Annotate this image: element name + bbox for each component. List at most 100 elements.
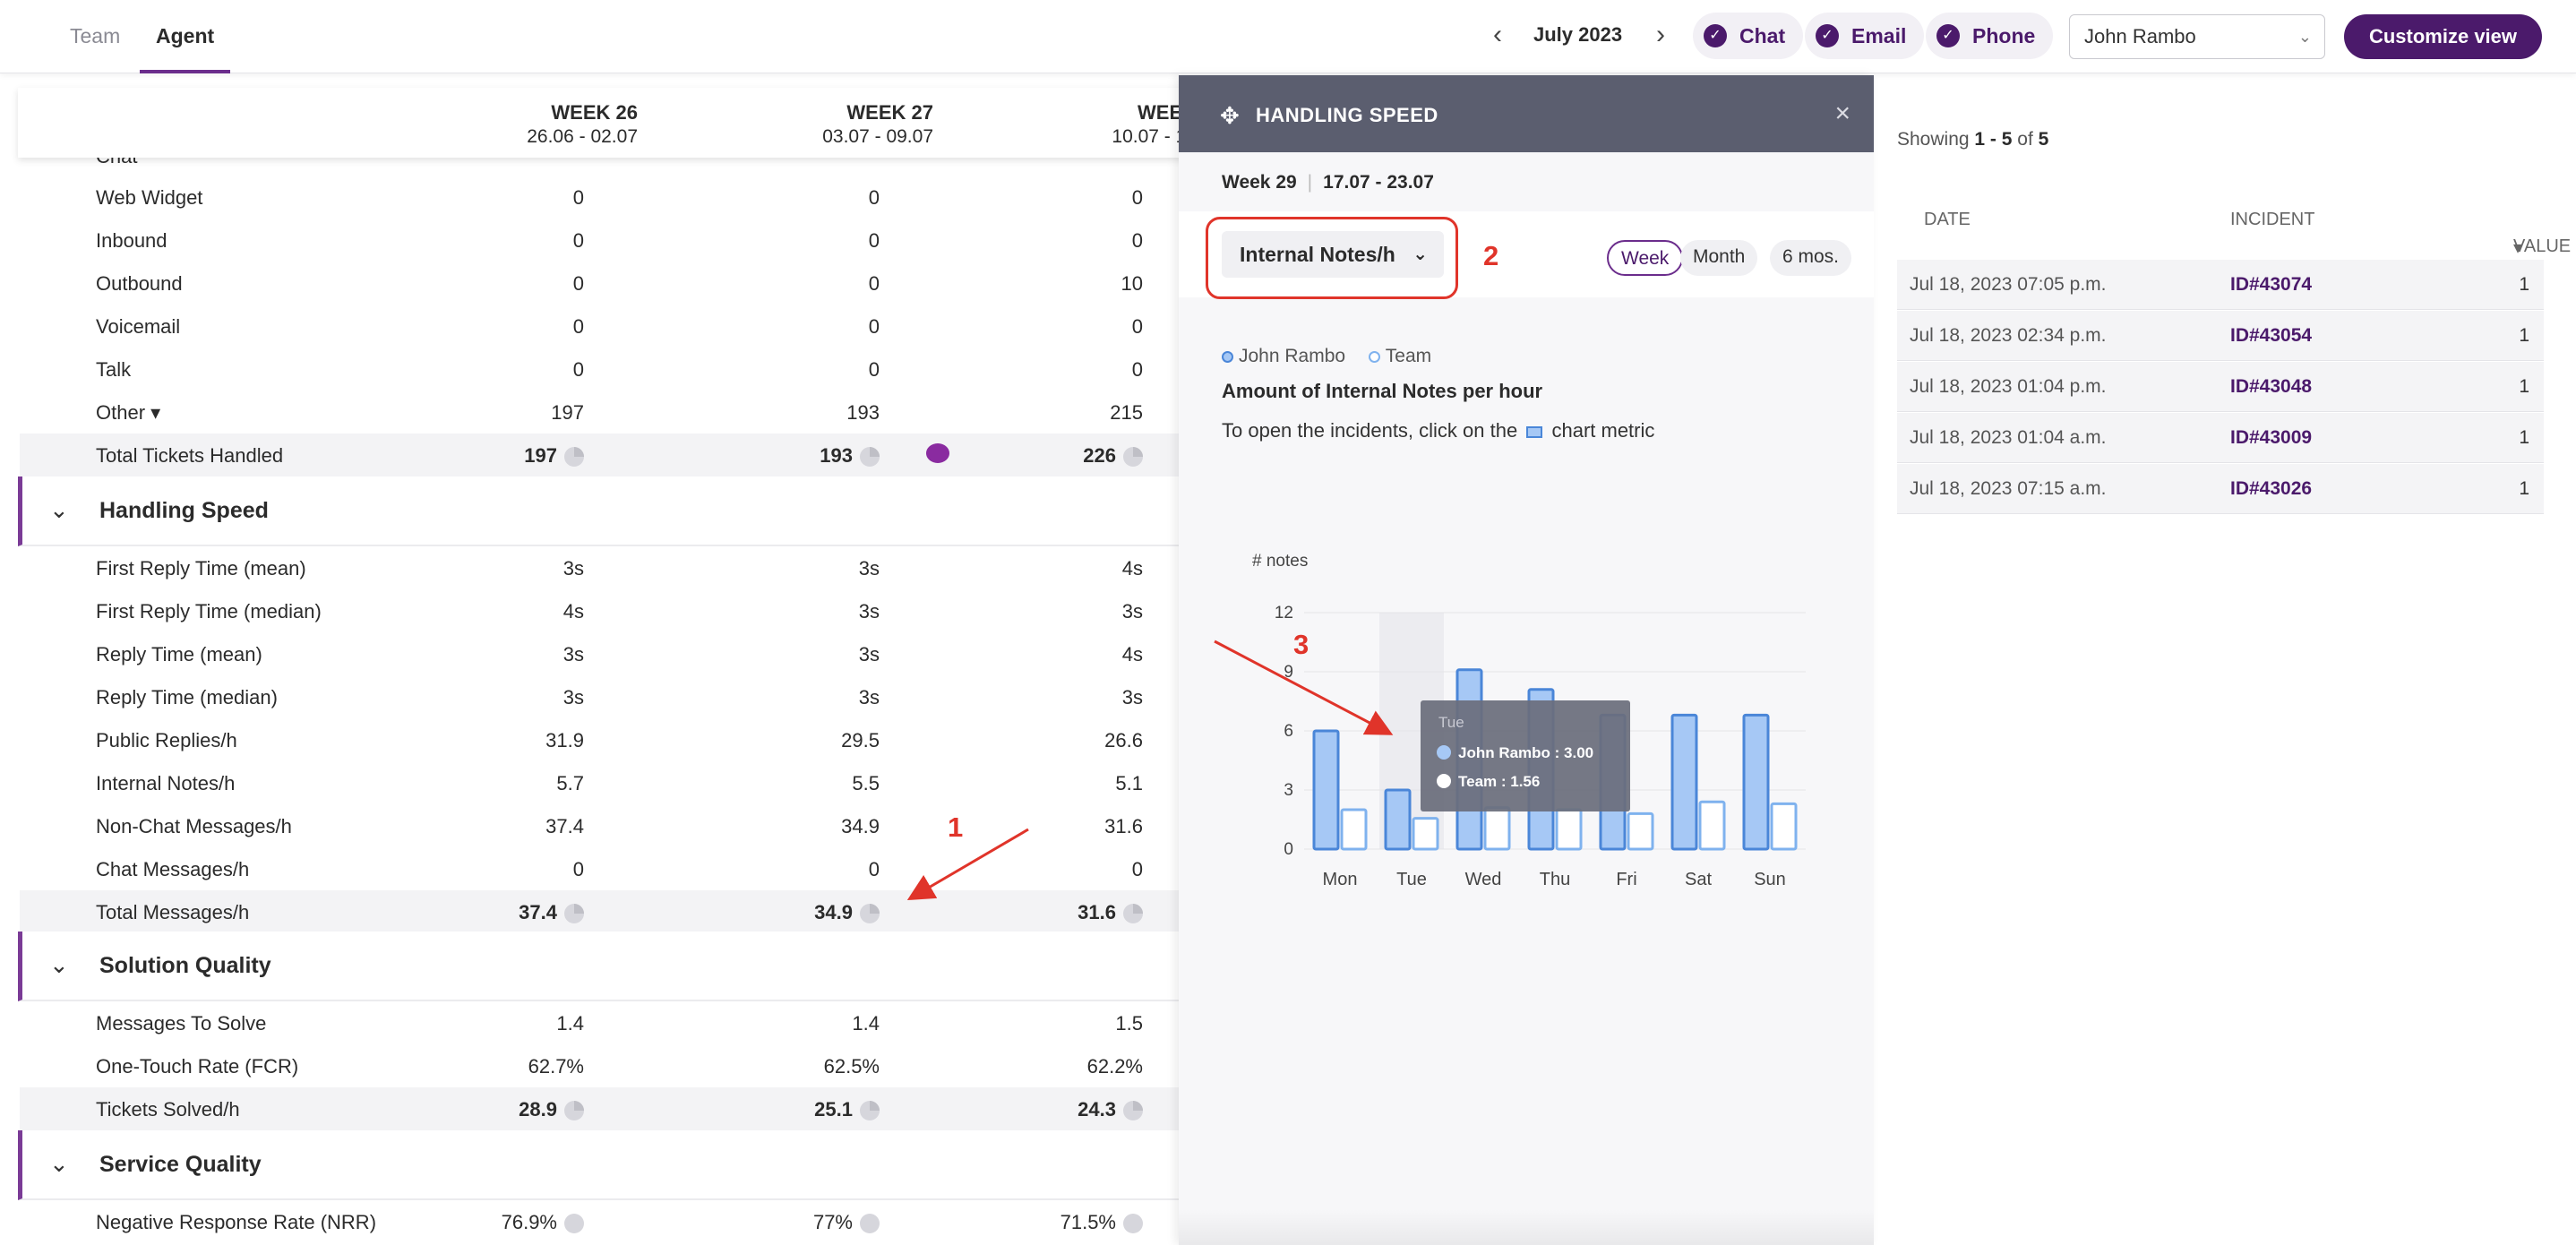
week-col-26[interactable]: WEEK 26 26.06 - 02.07 bbox=[405, 101, 638, 148]
bar-john-rambo[interactable] bbox=[1312, 729, 1340, 851]
next-month-icon[interactable]: › bbox=[1656, 20, 1665, 49]
table-cell: 3s bbox=[858, 557, 880, 580]
panel-title: HANDLING SPEED bbox=[1256, 104, 1438, 126]
channel-phone-toggle[interactable]: ✓ Phone bbox=[1926, 13, 2054, 59]
row-label: Total Messages/h bbox=[96, 901, 250, 923]
channel-label: Email bbox=[1851, 23, 1907, 47]
table-cell: 3s bbox=[1121, 686, 1143, 708]
pie-chart-icon[interactable] bbox=[860, 447, 880, 468]
table-row: Reply Time (mean) 3s 3s 4s bbox=[20, 632, 1184, 675]
prev-month-icon[interactable]: ‹ bbox=[1493, 20, 1502, 49]
pie-chart-icon[interactable] bbox=[1123, 447, 1143, 468]
week-col-28[interactable]: WEEK 10.07 - 16 bbox=[964, 101, 1197, 148]
section-handling-speed[interactable]: ⌄ Handling Speed bbox=[18, 477, 1209, 546]
pie-chart-icon[interactable] bbox=[564, 447, 584, 468]
section-title: Solution Quality bbox=[99, 953, 271, 978]
chevron-down-icon[interactable]: ⌄ bbox=[49, 951, 69, 978]
week-name: WEEK 26 bbox=[551, 101, 638, 124]
channel-chat-toggle[interactable]: ✓ Chat bbox=[1693, 13, 1804, 59]
channel-email-toggle[interactable]: ✓ Email bbox=[1805, 13, 1925, 59]
row-label: Talk bbox=[96, 358, 132, 381]
incident-row[interactable]: Jul 18, 2023 07:05 p.m. ID#43074 1 bbox=[1897, 260, 2544, 310]
customize-view-button[interactable]: Customize view bbox=[2344, 14, 2542, 59]
section-title: Service Quality bbox=[99, 1152, 262, 1177]
close-icon[interactable]: × bbox=[1834, 99, 1850, 128]
table-row: Chat Messages/h 0 0 0 bbox=[20, 847, 1184, 890]
incident-id-link[interactable]: ID#43026 bbox=[2230, 478, 2313, 499]
metric-select[interactable]: Internal Notes/h ⌄ bbox=[1222, 231, 1444, 278]
week-col-27[interactable]: WEEK 27 03.07 - 09.07 bbox=[700, 101, 933, 148]
incident-row[interactable]: Jul 18, 2023 01:04 a.m. ID#43009 1 bbox=[1897, 413, 2544, 463]
cell-total-w27: 193 bbox=[700, 444, 880, 468]
top-bar: Team Agent ‹ July 2023 › ✓ Chat ✓ Email … bbox=[0, 0, 2576, 73]
section-title: Handling Speed bbox=[99, 498, 269, 523]
tab-agent[interactable]: Agent bbox=[140, 0, 231, 73]
x-tick-label: Fri bbox=[1616, 870, 1636, 889]
table-cell: 31.9 bbox=[545, 729, 584, 751]
sort-desc-icon[interactable]: ▾ bbox=[2513, 238, 2523, 258]
incident-row[interactable]: Jul 18, 2023 07:15 a.m. ID#43026 1 bbox=[1897, 464, 2544, 514]
agent-select[interactable]: John Rambo ⌄ bbox=[2069, 14, 2325, 59]
period-week[interactable]: Week bbox=[1607, 240, 1684, 276]
chevron-down-icon[interactable]: ⌄ bbox=[49, 1150, 69, 1177]
incident-row[interactable]: Jul 18, 2023 01:04 p.m. ID#43048 1 bbox=[1897, 362, 2544, 412]
tab-team[interactable]: Team bbox=[70, 24, 121, 47]
section-solution-quality[interactable]: ⌄ Solution Quality bbox=[18, 932, 1209, 1001]
bar-team[interactable] bbox=[1770, 802, 1798, 851]
week-name: WEEK 27 bbox=[846, 101, 933, 124]
period-6mos[interactable]: 6 mos. bbox=[1770, 240, 1852, 276]
section-service-quality[interactable]: ⌄ Service Quality bbox=[18, 1130, 1209, 1200]
cell-total-w26: 197 bbox=[405, 444, 584, 468]
incident-id-link[interactable]: ID#43009 bbox=[2230, 427, 2313, 448]
panel-header[interactable]: ✥ HANDLING SPEED × bbox=[1179, 75, 1874, 152]
incident-id-link[interactable]: ID#43074 bbox=[2230, 274, 2313, 295]
tooltip-john: John Rambo : 3.00 bbox=[1458, 744, 1593, 761]
bar-team[interactable] bbox=[1698, 800, 1726, 851]
cell-total-w27: 34.9 bbox=[700, 901, 880, 924]
row-label: Chat Messages/h bbox=[96, 858, 250, 880]
move-icon[interactable]: ✥ bbox=[1220, 102, 1240, 129]
comment-icon[interactable] bbox=[926, 443, 949, 463]
table-cell: 3s bbox=[858, 643, 880, 665]
table-row: Negative Response Rate (NRR) 76.9% 77% 7… bbox=[20, 1200, 1184, 1243]
panel-filter-bar: Internal Notes/h ⌄ Week Month 6 mos. bbox=[1179, 211, 1874, 299]
table-cell: 5.5 bbox=[852, 772, 880, 794]
status-dot-icon bbox=[860, 1214, 880, 1234]
pie-chart-icon[interactable] bbox=[1123, 1101, 1143, 1121]
bar-john-rambo[interactable] bbox=[1670, 713, 1698, 851]
row-label: One-Touch Rate (FCR) bbox=[96, 1055, 299, 1078]
period-month[interactable]: Month bbox=[1680, 240, 1758, 276]
cell-total-w28: 31.6 bbox=[964, 901, 1143, 924]
bar-john-rambo[interactable] bbox=[1742, 713, 1770, 851]
incident-date: Jul 18, 2023 01:04 a.m. bbox=[1910, 427, 2107, 448]
bar-team[interactable] bbox=[1483, 806, 1511, 851]
incident-date: Jul 18, 2023 07:05 p.m. bbox=[1910, 274, 2107, 295]
pie-chart-icon[interactable] bbox=[860, 1101, 880, 1121]
table-cell: 4s bbox=[562, 600, 584, 622]
incident-row[interactable]: Jul 18, 2023 02:34 p.m. ID#43054 1 bbox=[1897, 311, 2544, 361]
bar-team[interactable] bbox=[1627, 811, 1654, 851]
pie-chart-icon[interactable] bbox=[1123, 904, 1143, 924]
bar-team[interactable] bbox=[1412, 817, 1439, 851]
table-cell: 0 bbox=[1131, 358, 1143, 381]
col-incident[interactable]: INCIDENT bbox=[2230, 210, 2315, 229]
table-cell: 4s bbox=[1121, 557, 1143, 580]
col-date[interactable]: DATE bbox=[1924, 210, 1971, 229]
incident-id-link[interactable]: ID#43054 bbox=[2230, 325, 2313, 346]
table-cell: 62.7% bbox=[528, 1055, 584, 1078]
row-label: Internal Notes/h bbox=[96, 772, 236, 794]
bar-team[interactable] bbox=[1340, 808, 1368, 851]
incident-id-link[interactable]: ID#43048 bbox=[2230, 376, 2313, 397]
pie-chart-icon[interactable] bbox=[564, 904, 584, 924]
bar-team[interactable] bbox=[1555, 808, 1583, 851]
legend-label[interactable]: Team bbox=[1385, 346, 1432, 366]
legend-label[interactable]: John Rambo bbox=[1239, 346, 1346, 366]
chevron-down-icon[interactable]: ⌄ bbox=[49, 496, 69, 523]
pie-chart-icon[interactable] bbox=[860, 904, 880, 924]
cell-total-w28: 24.3 bbox=[964, 1098, 1143, 1121]
pie-chart-icon[interactable] bbox=[564, 1101, 584, 1121]
table-row: Talk 0 0 0 bbox=[20, 348, 1184, 391]
week-label: Week 29 bbox=[1222, 172, 1297, 193]
bar-john-rambo[interactable] bbox=[1384, 788, 1412, 851]
x-tick-label: Wed bbox=[1465, 870, 1502, 889]
